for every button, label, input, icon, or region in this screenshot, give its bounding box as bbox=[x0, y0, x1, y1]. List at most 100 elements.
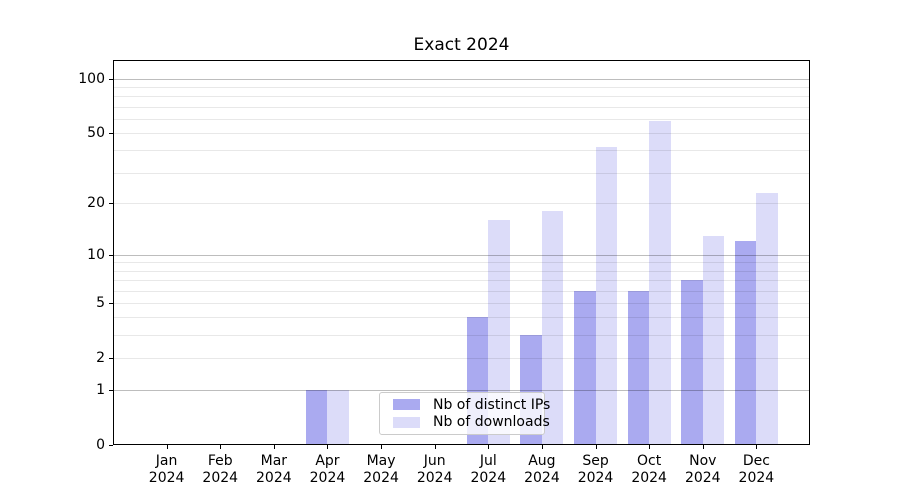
x-tick-mark bbox=[327, 445, 329, 449]
gridline-minor bbox=[114, 106, 809, 108]
legend: Nb of distinct IPs Nb of downloads bbox=[379, 392, 550, 435]
x-tick-label: Oct 2024 bbox=[617, 453, 681, 487]
x-tick-year: 2024 bbox=[363, 470, 399, 486]
x-tick-mark bbox=[649, 445, 651, 449]
x-tick-year: 2024 bbox=[416, 470, 453, 486]
bar-distinct-ips-nov bbox=[681, 280, 703, 445]
y-tick-mark bbox=[109, 357, 113, 359]
y-tick-mark bbox=[109, 254, 113, 256]
x-tick-mark bbox=[381, 445, 383, 449]
gridline-minor bbox=[114, 133, 809, 135]
x-tick-month: Aug bbox=[528, 453, 556, 469]
bar-distinct-ips-apr bbox=[305, 390, 328, 445]
x-tick-mark bbox=[220, 445, 222, 449]
y-tick-mark bbox=[109, 445, 113, 446]
y-tick-label: 20 bbox=[87, 195, 105, 212]
x-tick-mark bbox=[434, 445, 436, 449]
gridline-minor bbox=[114, 357, 809, 359]
y-tick-label: 0 bbox=[96, 437, 105, 453]
x-tick-month: May bbox=[366, 453, 396, 469]
x-tick-label: Jul 2024 bbox=[457, 453, 521, 487]
gridline-minor bbox=[114, 96, 809, 98]
x-tick-year: 2024 bbox=[577, 470, 614, 486]
gridline-minor bbox=[114, 150, 809, 152]
bar-downloads-nov bbox=[702, 235, 725, 445]
bar-downloads-dec bbox=[756, 192, 778, 445]
x-tick-month: Oct bbox=[637, 453, 662, 469]
x-tick-label: Apr 2024 bbox=[296, 453, 360, 487]
bar-downloads-apr bbox=[327, 390, 349, 445]
gridline-minor bbox=[114, 270, 809, 272]
bar-distinct-ips-sep bbox=[574, 290, 596, 445]
legend-item-downloads: Nb of downloads bbox=[388, 414, 550, 430]
x-tick-month: Jul bbox=[479, 453, 497, 469]
x-tick-mark bbox=[541, 445, 543, 449]
legend-swatch-distinct-ips bbox=[393, 399, 420, 411]
chart-title: Exact 2024 bbox=[413, 35, 510, 55]
y-tick-label: 5 bbox=[96, 294, 105, 311]
x-tick-year: 2024 bbox=[309, 470, 346, 486]
y-tick-mark bbox=[109, 390, 113, 391]
gridline-minor bbox=[114, 280, 809, 281]
gridline-minor bbox=[114, 335, 809, 336]
x-tick-year: 2024 bbox=[148, 470, 185, 486]
x-tick-mark bbox=[595, 445, 597, 449]
gridline-minor bbox=[114, 118, 809, 120]
legend-item-distinct-ips: Nb of distinct IPs bbox=[388, 397, 550, 413]
x-tick-year: 2024 bbox=[470, 470, 507, 486]
gridline-major bbox=[114, 78, 809, 80]
x-tick-year: 2024 bbox=[738, 470, 775, 486]
bar-distinct-ips-oct bbox=[627, 290, 650, 445]
gridline-minor bbox=[114, 172, 809, 174]
x-tick-label: Jan 2024 bbox=[135, 453, 199, 487]
y-tick-label: 1 bbox=[96, 382, 105, 398]
x-tick-month: Feb bbox=[207, 453, 233, 469]
gridline-minor bbox=[114, 262, 809, 264]
x-tick-mark bbox=[273, 445, 275, 449]
x-tick-month: Mar bbox=[260, 453, 288, 469]
legend-label-downloads: Nb of downloads bbox=[433, 414, 550, 431]
gridline-minor bbox=[114, 317, 809, 319]
y-tick-label: 2 bbox=[96, 349, 105, 366]
y-tick-mark bbox=[109, 302, 113, 304]
y-tick-mark bbox=[109, 78, 113, 80]
x-tick-year: 2024 bbox=[524, 470, 560, 486]
bar-distinct-ips-dec bbox=[734, 241, 757, 445]
x-tick-label: Feb 2024 bbox=[188, 453, 252, 487]
x-tick-year: 2024 bbox=[256, 470, 292, 486]
x-tick-year: 2024 bbox=[684, 470, 721, 486]
y-tick-label: 10 bbox=[87, 246, 105, 263]
gridline-minor bbox=[114, 87, 809, 89]
gridline-minor bbox=[114, 203, 809, 205]
legend-swatch-downloads bbox=[393, 416, 420, 428]
x-tick-month: Nov bbox=[689, 453, 717, 469]
gridline-minor bbox=[114, 302, 809, 304]
x-tick-mark bbox=[166, 445, 168, 449]
y-tick-label: 100 bbox=[78, 70, 105, 87]
x-tick-month: Sep bbox=[582, 453, 609, 469]
x-tick-label: Mar 2024 bbox=[242, 453, 306, 487]
bar-downloads-sep bbox=[595, 146, 618, 445]
bar-downloads-jul bbox=[488, 220, 510, 445]
gridline-major bbox=[114, 390, 809, 391]
gridline-major bbox=[114, 254, 809, 256]
x-tick-label: May 2024 bbox=[349, 453, 413, 487]
gridline-minor bbox=[114, 290, 809, 292]
x-tick-mark bbox=[702, 445, 704, 449]
x-tick-mark bbox=[488, 445, 490, 449]
y-tick-label: 50 bbox=[87, 125, 105, 142]
legend-label-distinct-ips: Nb of distinct IPs bbox=[433, 396, 551, 413]
x-tick-month: Jan bbox=[155, 453, 178, 469]
x-tick-year: 2024 bbox=[631, 470, 667, 486]
x-tick-month: Apr bbox=[315, 453, 340, 469]
x-tick-label: Aug 2024 bbox=[510, 453, 574, 487]
x-tick-label: Dec 2024 bbox=[725, 453, 789, 487]
x-tick-label: Nov 2024 bbox=[671, 453, 735, 487]
y-tick-mark bbox=[109, 203, 113, 205]
bar-downloads-oct bbox=[649, 121, 671, 445]
x-tick-month: Jun bbox=[423, 453, 446, 469]
x-tick-mark bbox=[756, 445, 758, 449]
x-tick-label: Sep 2024 bbox=[564, 453, 628, 487]
x-tick-year: 2024 bbox=[202, 470, 239, 486]
